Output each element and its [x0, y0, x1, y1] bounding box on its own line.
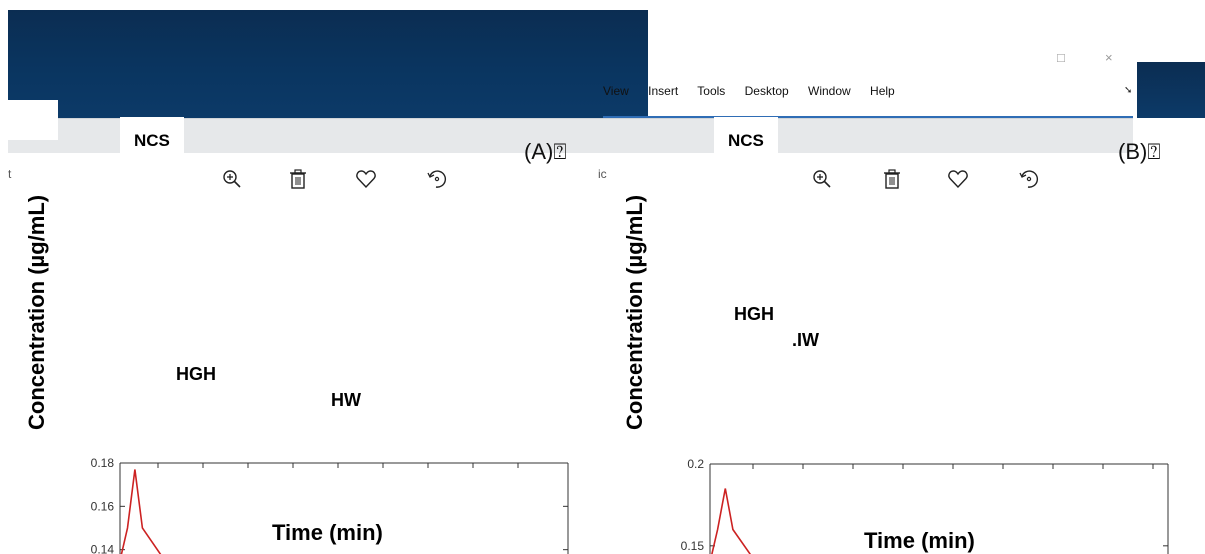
tab-ncs-a[interactable]: NCS	[120, 117, 184, 157]
y-tick-label: 0.15	[681, 539, 705, 553]
menu-window[interactable]: Window	[808, 84, 851, 98]
tab-ncs-b[interactable]: NCS	[714, 117, 778, 157]
figure-toolbar-b	[603, 118, 1133, 153]
y-tick-label: 0.16	[91, 499, 115, 513]
series-line	[120, 469, 162, 554]
rotate-icon[interactable]	[1017, 168, 1039, 190]
overlay-patch	[8, 100, 58, 140]
desktop-background-right	[1137, 62, 1205, 118]
annotation-hw-b: .IW	[792, 330, 819, 350]
rotate-icon[interactable]	[425, 168, 447, 190]
active-window-border	[603, 116, 1133, 118]
trash-icon[interactable]	[287, 168, 309, 190]
annotation-hw-a: HW	[331, 390, 361, 410]
panel-label-a: (A)⍰	[524, 139, 567, 164]
panel-label-b: (B)⍰	[1118, 139, 1161, 164]
heart-icon[interactable]	[355, 168, 377, 190]
menu-insert[interactable]: Insert	[648, 84, 679, 98]
trash-icon[interactable]	[881, 168, 903, 190]
menu-view[interactable]: View	[603, 84, 629, 98]
menu-tools[interactable]: Tools	[697, 84, 726, 98]
y-tick-label: 0.14	[91, 543, 115, 554]
menu-help[interactable]: Help	[870, 84, 895, 98]
y-tick-label: 0.18	[91, 456, 115, 470]
maximize-icon[interactable]: □	[1057, 50, 1065, 65]
text-fragment-left: t	[8, 167, 12, 181]
menu-bar: View Insert Tools Desktop Window Help	[603, 84, 911, 98]
annotation-hgh-a: HGH	[176, 364, 216, 384]
y-tick-label: 0.2	[687, 457, 704, 471]
dock-arrow-icon[interactable]: ➘	[1124, 85, 1133, 96]
zoom-in-icon[interactable]	[221, 168, 243, 190]
heart-icon[interactable]	[947, 168, 969, 190]
figure-toolbar-a	[8, 118, 648, 153]
series-line	[711, 488, 752, 554]
close-icon[interactable]: ×	[1105, 50, 1113, 65]
zoom-in-icon[interactable]	[811, 168, 833, 190]
x-axis-label-b: Time (min)	[864, 528, 975, 553]
desktop-background	[8, 10, 648, 118]
annotation-hgh-b: HGH	[734, 304, 774, 324]
x-axis-label-a: Time (min)	[272, 520, 383, 545]
menu-desktop[interactable]: Desktop	[744, 84, 789, 98]
text-fragment-mid: ic	[598, 167, 607, 181]
